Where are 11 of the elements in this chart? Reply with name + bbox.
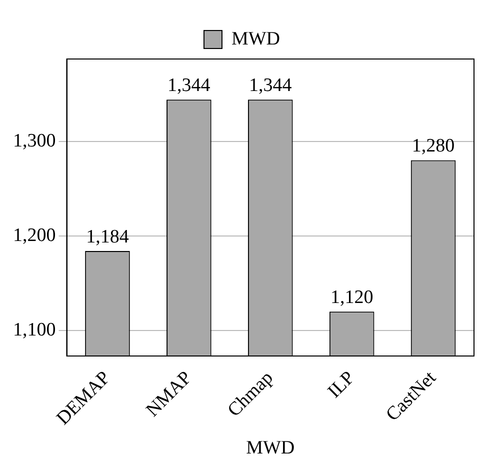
x-tick-label: ILP [324, 367, 359, 402]
data-label: 1,344 [168, 75, 211, 96]
x-axis-title: MWD [246, 438, 295, 459]
data-label: 1,280 [412, 136, 455, 157]
data-label: 1,344 [249, 75, 292, 96]
y-tick-label: 1,300 [13, 130, 56, 152]
data-label: 1,184 [86, 226, 130, 248]
y-tick-label: 1,100 [13, 319, 56, 340]
y-tick-label: 1,200 [13, 224, 56, 246]
legend-label: MWD [231, 28, 280, 50]
data-label: 1,120 [330, 287, 374, 308]
